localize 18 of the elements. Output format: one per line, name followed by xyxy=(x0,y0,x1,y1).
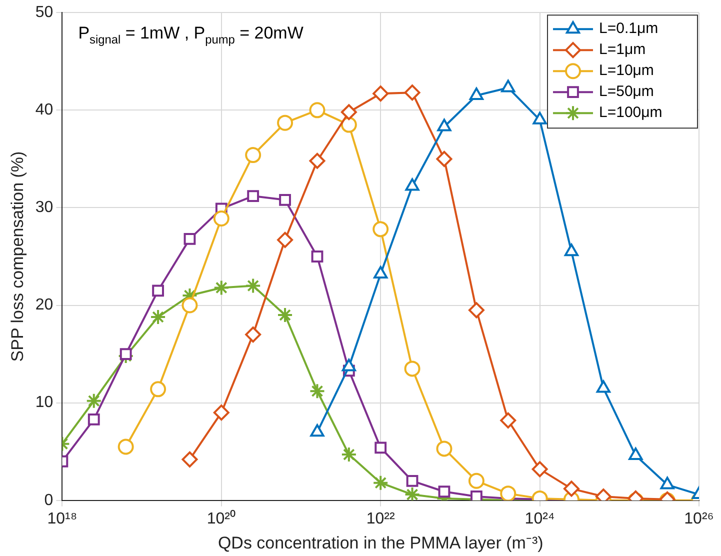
x-tick-label: 10²² xyxy=(366,510,396,528)
y-tick-label: 30 xyxy=(35,199,54,216)
y-tick-label: 0 xyxy=(44,492,54,509)
y-tick-label: 40 xyxy=(35,102,54,119)
legend-label: L=10μm xyxy=(599,62,654,80)
y-axis-title: SPP loss compensation (%) xyxy=(8,151,27,362)
y-tick-label: 50 xyxy=(35,4,54,22)
legend-label: L=0.1μm xyxy=(599,20,658,38)
y-tick-label: 10 xyxy=(35,394,54,412)
x-tick-label: 10²⁴ xyxy=(524,510,555,528)
x-tick-label: 10²⁶ xyxy=(684,510,714,528)
legend-label: L=100μm xyxy=(599,104,662,122)
legend-label: L=1μm xyxy=(599,41,646,58)
legend-label: L=50μm xyxy=(599,83,654,100)
x-tick-label: 10²⁰ xyxy=(206,509,236,528)
x-tick-label: 10¹⁸ xyxy=(47,510,78,528)
x-axis-title: QDs concentration in the PMMA layer (m⁻³) xyxy=(218,533,544,552)
y-tick-label: 20 xyxy=(35,296,54,314)
